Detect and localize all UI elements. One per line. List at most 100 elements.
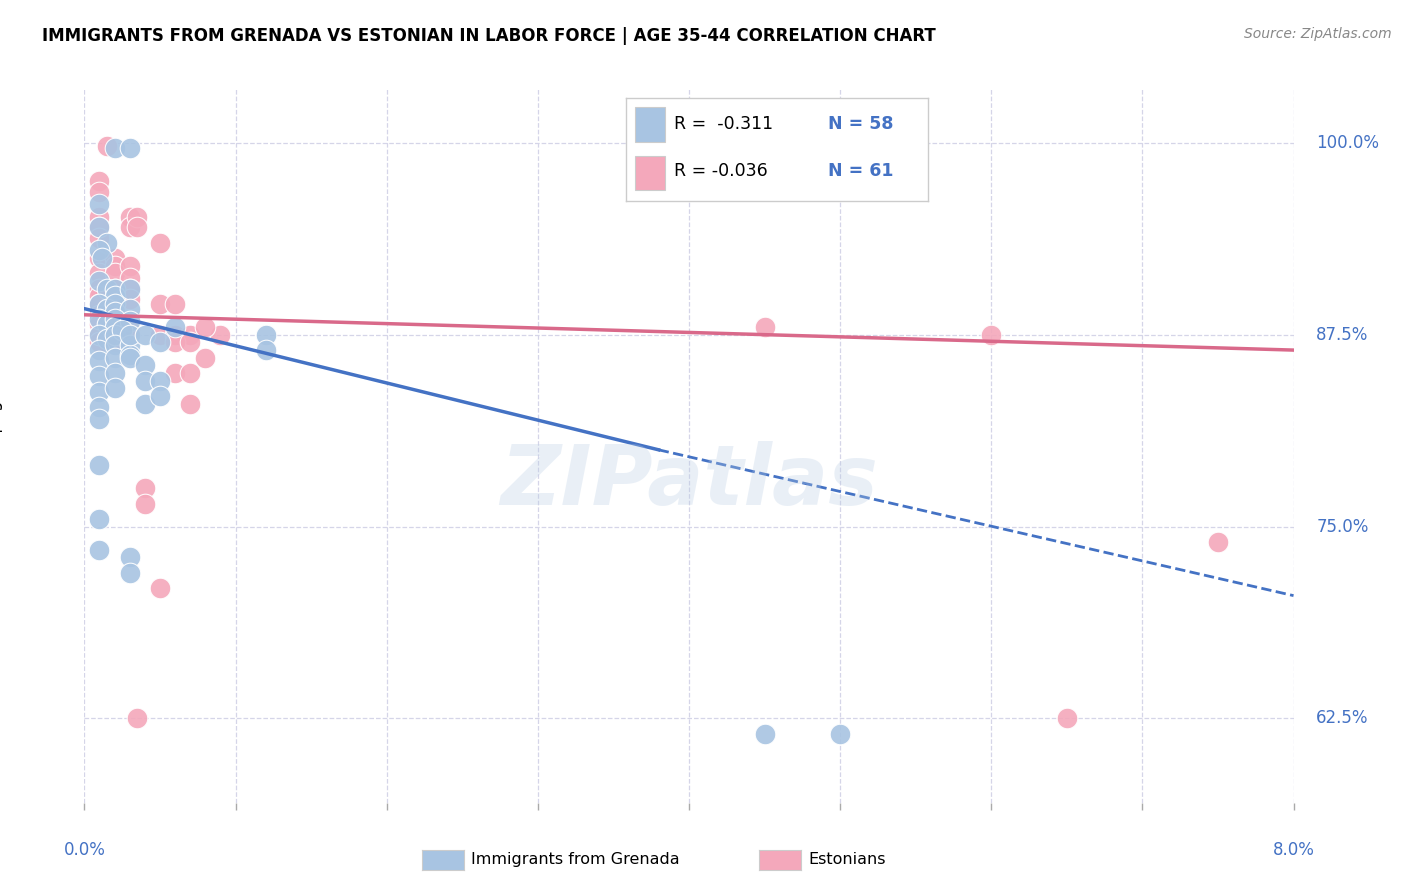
Text: Source: ZipAtlas.com: Source: ZipAtlas.com bbox=[1244, 27, 1392, 41]
Point bbox=[179, 397, 201, 411]
Point bbox=[89, 244, 111, 258]
Text: R = -0.036: R = -0.036 bbox=[673, 162, 768, 180]
Point bbox=[149, 327, 172, 342]
Point bbox=[134, 359, 156, 373]
Point bbox=[104, 335, 127, 350]
Point bbox=[89, 542, 111, 557]
Text: 0.0%: 0.0% bbox=[63, 841, 105, 859]
Point bbox=[104, 327, 127, 342]
Text: 100.0%: 100.0% bbox=[1316, 134, 1379, 152]
Point bbox=[118, 323, 141, 337]
Point bbox=[104, 140, 127, 154]
Point bbox=[118, 271, 141, 285]
Point bbox=[89, 231, 111, 245]
Point bbox=[149, 335, 172, 350]
Point bbox=[149, 374, 172, 388]
Point bbox=[149, 235, 172, 250]
Point bbox=[89, 312, 111, 326]
Point bbox=[149, 581, 172, 595]
Text: Immigrants from Grenada: Immigrants from Grenada bbox=[471, 853, 679, 867]
Point bbox=[96, 317, 118, 331]
Text: 75.0%: 75.0% bbox=[1316, 517, 1368, 535]
Point bbox=[104, 266, 127, 280]
Point bbox=[104, 381, 127, 395]
Point bbox=[89, 289, 111, 303]
Point bbox=[830, 727, 852, 741]
Point bbox=[194, 351, 217, 365]
Point bbox=[980, 327, 1002, 342]
Point bbox=[104, 259, 127, 273]
Point bbox=[104, 308, 127, 322]
Text: ZIPatlas: ZIPatlas bbox=[501, 442, 877, 522]
Point bbox=[179, 335, 201, 350]
Point bbox=[104, 304, 127, 318]
Point bbox=[118, 314, 141, 328]
Point bbox=[96, 332, 118, 346]
Point bbox=[118, 210, 141, 224]
Point bbox=[127, 210, 149, 224]
Point bbox=[118, 282, 141, 296]
Text: Estonians: Estonians bbox=[808, 853, 886, 867]
Point bbox=[91, 251, 114, 265]
Point bbox=[678, 139, 700, 153]
Point bbox=[104, 351, 127, 365]
Point bbox=[104, 297, 127, 311]
Point bbox=[163, 366, 186, 380]
Point bbox=[118, 348, 141, 362]
Point bbox=[118, 282, 141, 296]
Point bbox=[104, 289, 127, 303]
Point bbox=[127, 711, 149, 725]
Point bbox=[149, 389, 172, 403]
Point bbox=[89, 369, 111, 384]
Point bbox=[134, 497, 156, 511]
Point bbox=[1206, 535, 1229, 549]
Point bbox=[254, 327, 277, 342]
Text: 8.0%: 8.0% bbox=[1272, 841, 1315, 859]
Point bbox=[118, 327, 141, 342]
Point bbox=[134, 481, 156, 495]
Point bbox=[89, 197, 111, 211]
Text: In Labor Force | Age 35-44: In Labor Force | Age 35-44 bbox=[0, 336, 3, 556]
Point bbox=[104, 338, 127, 352]
Point bbox=[96, 139, 118, 153]
Point bbox=[118, 301, 141, 316]
Point bbox=[118, 566, 141, 580]
Point bbox=[89, 220, 111, 235]
Point bbox=[89, 274, 111, 288]
Text: R =  -0.311: R = -0.311 bbox=[673, 115, 773, 133]
Point bbox=[104, 289, 127, 303]
Point bbox=[134, 327, 156, 342]
Point bbox=[104, 312, 127, 326]
Point bbox=[89, 343, 111, 357]
Point bbox=[163, 335, 186, 350]
Text: 87.5%: 87.5% bbox=[1316, 326, 1368, 343]
Point bbox=[254, 343, 277, 357]
Text: IMMIGRANTS FROM GRENADA VS ESTONIAN IN LABOR FORCE | AGE 35-44 CORRELATION CHART: IMMIGRANTS FROM GRENADA VS ESTONIAN IN L… bbox=[42, 27, 936, 45]
Point bbox=[118, 338, 141, 352]
Point bbox=[134, 374, 156, 388]
Point bbox=[96, 235, 118, 250]
Text: N = 61: N = 61 bbox=[828, 162, 894, 180]
Point bbox=[89, 317, 111, 331]
Point bbox=[89, 412, 111, 426]
Point bbox=[89, 384, 111, 399]
Point bbox=[89, 335, 111, 350]
Point bbox=[134, 397, 156, 411]
Point bbox=[89, 458, 111, 473]
Point bbox=[118, 293, 141, 307]
Point bbox=[104, 327, 127, 342]
Text: N = 58: N = 58 bbox=[828, 115, 894, 133]
Point bbox=[179, 327, 201, 342]
Point bbox=[104, 366, 127, 380]
Point bbox=[104, 320, 127, 334]
Point bbox=[754, 320, 776, 334]
Point bbox=[118, 140, 141, 154]
Point bbox=[89, 210, 111, 224]
Point bbox=[163, 327, 186, 342]
Point bbox=[118, 259, 141, 273]
Point bbox=[754, 727, 776, 741]
Point bbox=[89, 282, 111, 296]
Point bbox=[89, 327, 111, 342]
Point bbox=[89, 297, 111, 311]
Point bbox=[89, 400, 111, 414]
